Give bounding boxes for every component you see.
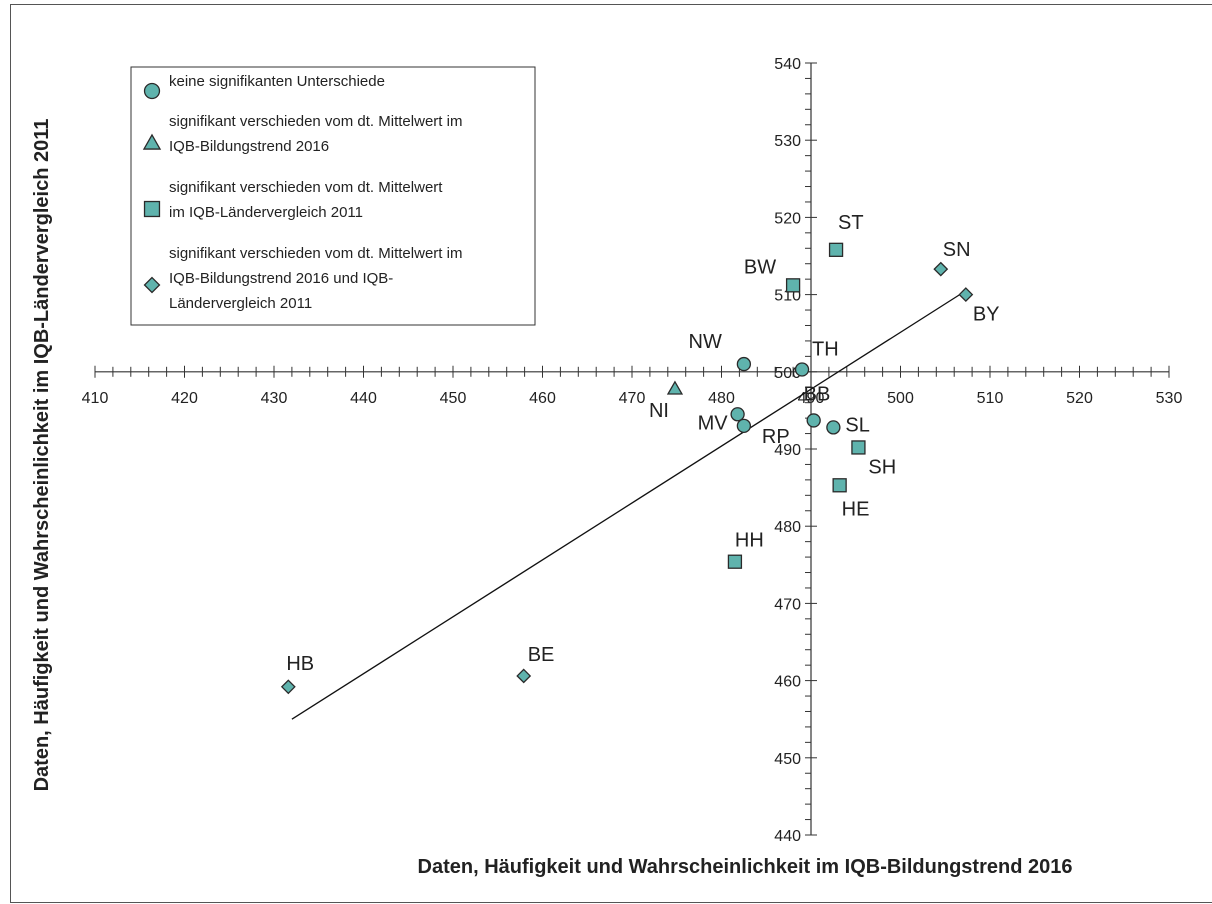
legend-label: signifikant verschieden vom dt. Mittelwe…: [169, 179, 443, 196]
point-label: HH: [735, 530, 764, 552]
axes-group: 410 420 430 440 450 460 470 480 490 500 510 520 530 4…: [82, 56, 1183, 845]
x-tick-label: 530: [1156, 390, 1183, 407]
data-point: RP: [736, 418, 790, 448]
data-point: BE: [516, 644, 555, 684]
chart-frame: 410 420 430 440 450 460 470 480 490 500 510 520 530 4…: [10, 4, 1212, 903]
point-label: NI: [649, 400, 669, 422]
x-tick-label: 520: [1066, 390, 1093, 407]
y-tick-label: 470: [774, 596, 801, 613]
legend-box: [130, 66, 536, 326]
diamond-marker: [958, 287, 974, 303]
data-point: SH: [851, 440, 896, 478]
circle-marker: [736, 356, 752, 372]
data-point: ST: [828, 212, 864, 257]
x-tick-label: 510: [977, 390, 1004, 407]
data-point: NI: [649, 380, 684, 422]
diamond-marker: [933, 261, 949, 277]
triangle-marker: [142, 133, 162, 150]
x-tick-label: 440: [350, 390, 377, 407]
data-point: SL: [826, 414, 870, 436]
scatter-chart: 410 420 430 440 450 460 470 480 490 500 510 520 530 4…: [31, 56, 1183, 878]
y-tick-label: 540: [774, 56, 801, 73]
point-label: BY: [973, 304, 1000, 326]
legend: keine signifikanten Unterschiede signifik…: [130, 66, 536, 326]
square-marker: [851, 440, 866, 455]
data-point: BB: [804, 383, 831, 428]
point-label: BW: [744, 256, 776, 278]
legend-label: signifikant verschieden vom dt. Mittelwe…: [169, 245, 462, 262]
diamond-marker: [516, 668, 532, 684]
trendline-group: [291, 290, 967, 720]
square-marker: [832, 478, 847, 493]
legend-label: im IQB-Ländervergleich 2011: [169, 204, 363, 221]
x-tick-label: 500: [887, 390, 914, 407]
circle-marker: [730, 407, 745, 422]
point-label: HB: [286, 653, 314, 675]
x-tick-label: 460: [529, 390, 556, 407]
y-axis-title: Daten, Häufigkeit und Wahrscheinlichkeit…: [31, 119, 53, 792]
point-label: SL: [845, 414, 869, 436]
legend-item: keine signifikanten Unterschiede: [143, 73, 385, 100]
data-point: MV: [698, 407, 745, 434]
data-point: HE: [832, 478, 870, 520]
point-label: HE: [842, 498, 870, 520]
circle-marker: [806, 413, 821, 428]
point-label: ST: [838, 212, 864, 234]
data-point: NW: [689, 331, 752, 372]
x-tick-label: 450: [440, 390, 467, 407]
point-label: NW: [689, 331, 722, 353]
x-tick-label: 480: [708, 390, 735, 407]
legend-label: keine signifikanten Unterschiede: [169, 73, 385, 90]
point-label: BE: [528, 644, 555, 666]
legend-label: Ländervergleich 2011: [169, 295, 312, 312]
square-marker: [727, 554, 743, 569]
circle-marker: [826, 420, 841, 435]
data-point: SN: [933, 239, 971, 277]
diamond-marker: [280, 679, 296, 695]
trendline: [291, 290, 967, 720]
x-axis-title: Daten, Häufigkeit und Wahrscheinlichkeit…: [418, 856, 1073, 878]
data-point: HH: [727, 530, 764, 569]
point-label: SN: [943, 239, 971, 261]
point-label: MV: [698, 412, 729, 434]
x-tick-label: 430: [261, 390, 288, 407]
legend-label: signifikant verschieden vom dt. Mittelwe…: [169, 113, 462, 130]
square-marker: [143, 200, 161, 218]
data-point: HB: [280, 653, 314, 695]
data-point: BW: [744, 256, 801, 293]
legend-item: signifikant verschieden vom dt. Mittelwe…: [143, 179, 443, 221]
legend-item: signifikant verschieden vom dt. Mittelwe…: [142, 113, 462, 155]
x-tick-label: 410: [82, 390, 109, 407]
y-tick-label: 450: [774, 751, 801, 768]
y-tick-label: 530: [774, 133, 801, 150]
data-point: BY: [958, 287, 1000, 326]
triangle-marker: [666, 380, 684, 395]
point-label: BB: [804, 383, 831, 405]
points-group: NW TH MV RP BB SL NI ST BW SH HE HH SN BY HB BE: [280, 212, 1000, 695]
y-tick-label: 440: [774, 828, 801, 845]
y-tick-label: 500: [774, 365, 801, 382]
legend-label: IQB-Bildungstrend 2016 und IQB-: [169, 270, 393, 287]
square-marker: [785, 278, 801, 293]
y-tick-label: 520: [774, 210, 801, 227]
legend-label: IQB-Bildungstrend 2016: [169, 138, 329, 155]
diamond-marker: [143, 276, 161, 294]
x-tick-label: 470: [619, 390, 646, 407]
point-label: SH: [868, 456, 896, 478]
y-tick-label: 480: [774, 519, 801, 536]
circle-marker: [143, 82, 161, 100]
legend-item: signifikant verschieden vom dt. Mittelwe…: [143, 245, 462, 312]
circle-marker: [736, 418, 752, 433]
circle-marker: [794, 362, 810, 377]
point-label: RP: [762, 426, 790, 448]
y-tick-label: 490: [774, 442, 801, 459]
x-tick-label: 420: [171, 390, 198, 407]
y-tick-label: 460: [774, 674, 801, 691]
square-marker: [828, 242, 844, 257]
point-label: TH: [812, 338, 839, 360]
data-point: TH: [794, 338, 839, 377]
